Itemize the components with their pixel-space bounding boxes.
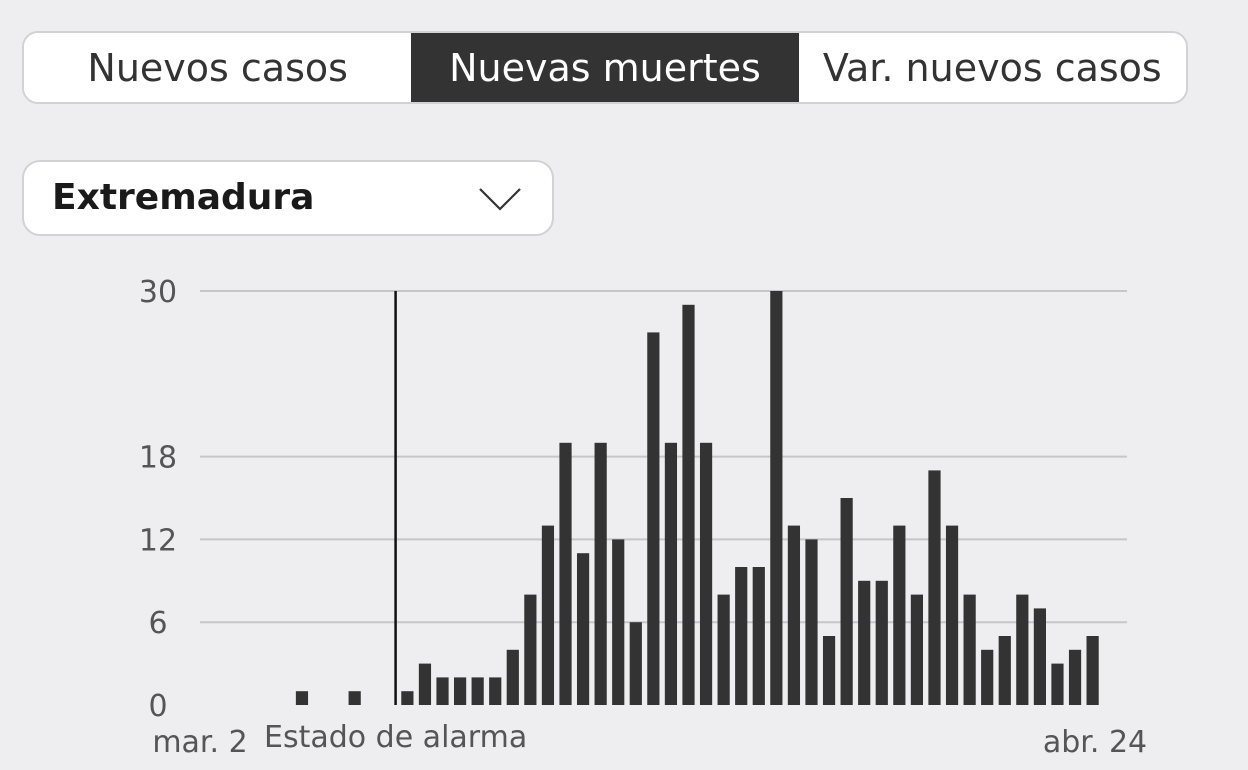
bar [699, 442, 713, 705]
region-select-value: Extremadura [52, 177, 315, 218]
bar [295, 691, 309, 705]
deaths-bar-chart: 0 6 12 18 30 Estado de alarma mar. 2 abr. 24 [139, 275, 1147, 760]
tab-var-nuevos-casos[interactable]: Var. nuevos casos [798, 33, 1186, 102]
bar [945, 525, 959, 705]
bar [1016, 594, 1029, 705]
bar [752, 567, 765, 705]
y-tick-label: 6 [148, 606, 167, 641]
bar [875, 580, 888, 705]
chart-annotation: Estado de alarma [264, 291, 527, 755]
bar [647, 332, 660, 705]
bar [858, 580, 871, 705]
bar [559, 442, 572, 705]
metric-tabs: Nuevos casos Nuevas muertes Var. nuevos … [22, 31, 1188, 104]
bar [805, 539, 818, 705]
bar [981, 649, 994, 705]
bar [612, 539, 625, 705]
y-tick-label: 0 [148, 689, 167, 724]
bar [489, 677, 502, 705]
x-end-label: abr. 24 [1043, 725, 1147, 760]
chart-bars [295, 291, 1099, 705]
bar [524, 594, 537, 705]
tab-nuevas-muertes[interactable]: Nuevas muertes [411, 33, 799, 102]
y-tick-label: 12 [139, 523, 177, 558]
bar [893, 525, 906, 705]
bar [1068, 649, 1082, 705]
bar [998, 636, 1011, 705]
bar [840, 498, 853, 705]
bar [735, 567, 748, 705]
chevron-down-icon [479, 188, 521, 211]
estado-de-alarma-label: Estado de alarma [264, 720, 527, 755]
bar [348, 691, 361, 705]
x-start-label: mar. 2 [152, 725, 247, 760]
tab-nuevos-casos[interactable]: Nuevos casos [24, 33, 412, 102]
bar [963, 594, 976, 705]
bar [453, 677, 467, 705]
y-tick-label: 30 [139, 275, 177, 310]
bar [770, 291, 783, 705]
x-axis-labels: mar. 2 abr. 24 [152, 725, 1147, 760]
bar [910, 594, 924, 705]
bar [822, 636, 836, 705]
bar [401, 691, 414, 705]
bar [594, 442, 607, 705]
bar [717, 594, 730, 705]
bar [1033, 608, 1046, 705]
bar [418, 663, 432, 705]
bar [664, 442, 678, 705]
chart-gridlines [200, 290, 1127, 624]
bar [1086, 636, 1099, 705]
bar [471, 677, 484, 705]
bar [576, 553, 590, 705]
bar [436, 677, 449, 705]
bar [541, 525, 555, 705]
bar [787, 525, 801, 705]
bar [629, 622, 642, 705]
bar [682, 304, 695, 705]
bar [928, 470, 941, 705]
y-axis-ticks: 0 6 12 18 30 [139, 275, 177, 724]
bar [506, 649, 519, 705]
region-select[interactable]: Extremadura [22, 160, 554, 236]
y-tick-label: 18 [139, 441, 177, 476]
bar [1051, 663, 1064, 705]
